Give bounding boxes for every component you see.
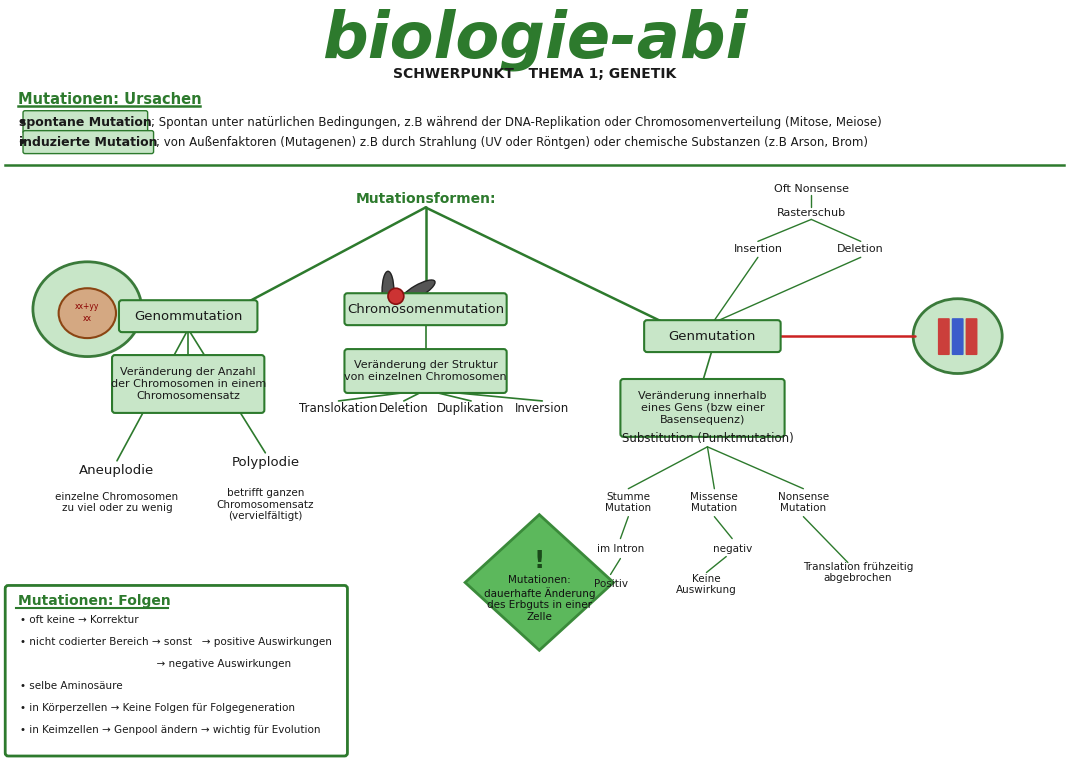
FancyBboxPatch shape [620,379,784,437]
Text: xx+yy: xx+yy [76,301,99,311]
Text: spontane Mutation: spontane Mutation [19,116,151,129]
Text: Insertion: Insertion [733,244,782,254]
Text: Genommutation: Genommutation [134,310,242,323]
Text: Mutationen:
dauerhafte Änderung
des Erbguts in einer
Zelle: Mutationen: dauerhafte Änderung des Erbg… [484,575,595,622]
Text: • in Keimzellen → Genpool ändern → wichtig für Evolution: • in Keimzellen → Genpool ändern → wicht… [21,725,321,735]
Polygon shape [465,515,613,650]
FancyBboxPatch shape [951,318,963,355]
Text: Inversion: Inversion [515,402,569,415]
Text: → negative Auswirkungen: → negative Auswirkungen [21,659,292,669]
FancyBboxPatch shape [345,349,507,393]
Text: Substitution (Punktmutation): Substitution (Punktmutation) [622,433,794,446]
FancyBboxPatch shape [112,355,265,413]
FancyBboxPatch shape [119,300,257,332]
Text: • in Körperzellen → Keine Folgen für Folgegeneration: • in Körperzellen → Keine Folgen für Fol… [21,703,295,713]
Ellipse shape [914,298,1002,374]
Text: Chromosomenmutation: Chromosomenmutation [347,303,504,316]
Text: Translokation: Translokation [299,402,378,415]
Text: betrifft ganzen
Chromosomensatz
(vervielfältigt): betrifft ganzen Chromosomensatz (verviel… [217,488,314,521]
FancyBboxPatch shape [23,111,148,134]
Text: • oft keine → Korrektur: • oft keine → Korrektur [21,616,138,626]
Text: Deletion: Deletion [379,402,429,415]
Ellipse shape [382,272,394,311]
FancyBboxPatch shape [966,318,977,355]
Text: ; von Außenfaktoren (Mutagenen) z.B durch Strahlung (UV oder Röntgen) oder chemi: ; von Außenfaktoren (Mutagenen) z.B durc… [156,136,867,149]
FancyBboxPatch shape [937,318,949,355]
Text: Positiv: Positiv [594,579,627,590]
Text: im Intron: im Intron [597,543,644,554]
Text: negativ: negativ [713,543,752,554]
Ellipse shape [401,280,435,302]
Text: Deletion: Deletion [837,244,885,254]
Text: biologie-abi: biologie-abi [322,8,747,71]
Text: •: • [16,134,27,152]
Text: Translation frühzeitig
abgebrochen: Translation frühzeitig abgebrochen [802,562,913,583]
Text: • nicht codierter Bereich → sonst   → positive Auswirkungen: • nicht codierter Bereich → sonst → posi… [21,637,332,647]
Text: Polyplodie: Polyplodie [231,456,299,469]
Text: induzierte Mutation: induzierte Mutation [19,136,158,149]
Text: Oft Nonsense: Oft Nonsense [773,185,849,195]
Text: • selbe Aminosäure: • selbe Aminosäure [21,681,123,691]
FancyBboxPatch shape [5,585,348,756]
Text: Duplikation: Duplikation [437,402,504,415]
Ellipse shape [32,262,141,356]
Text: Mutationsformen:: Mutationsformen: [355,192,496,207]
Text: Mutationen: Folgen: Mutationen: Folgen [18,594,171,608]
Text: ; Spontan unter natürlichen Bedingungen, z.B während der DNA-Replikation oder Ch: ; Spontan unter natürlichen Bedingungen,… [150,116,881,129]
Text: Keine
Auswirkung: Keine Auswirkung [676,574,737,595]
FancyBboxPatch shape [644,320,781,352]
Text: Mutationen: Ursachen: Mutationen: Ursachen [18,92,202,108]
Text: einzelne Chromosomen
zu viel oder zu wenig: einzelne Chromosomen zu viel oder zu wen… [55,492,178,513]
Text: !: ! [534,549,545,572]
FancyBboxPatch shape [345,293,507,325]
Text: Veränderung der Anzahl
der Chromosomen in einem
Chromosomensatz: Veränderung der Anzahl der Chromosomen i… [110,368,266,401]
Text: Genmutation: Genmutation [669,330,756,343]
FancyBboxPatch shape [23,130,153,153]
Text: Rasterschub: Rasterschub [777,208,846,218]
Text: Veränderung innerhalb
eines Gens (bzw einer
Basensequenz): Veränderung innerhalb eines Gens (bzw ei… [638,391,767,424]
Text: Stumme
Mutation: Stumme Mutation [605,492,651,513]
Text: xx: xx [83,314,92,323]
Text: Veränderung der Struktur
von einzelnen Chromosomen: Veränderung der Struktur von einzelnen C… [345,360,507,382]
Circle shape [388,288,404,304]
Text: Nonsense
Mutation: Nonsense Mutation [778,492,829,513]
Ellipse shape [58,288,116,338]
Text: Missense
Mutation: Missense Mutation [690,492,739,513]
Text: SCHWERPUNKT   THEMA 1; GENETIK: SCHWERPUNKT THEMA 1; GENETIK [393,67,676,81]
Text: •: • [16,114,27,132]
Text: Aneuplodie: Aneuplodie [79,464,154,478]
